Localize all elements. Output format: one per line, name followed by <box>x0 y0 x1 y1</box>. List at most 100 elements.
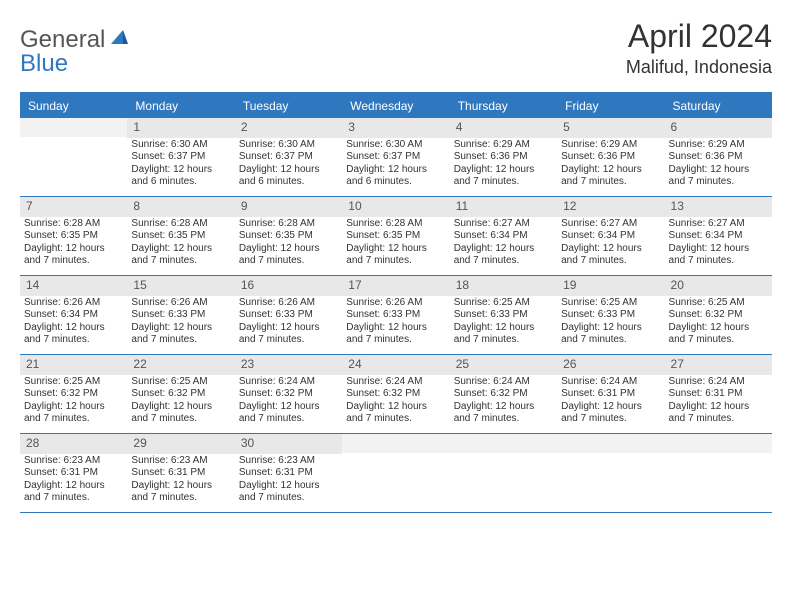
daylight-text: Daylight: 12 hours and 7 minutes. <box>131 243 230 268</box>
sunrise-text: Sunrise: 6:23 AM <box>131 455 230 468</box>
day-num-wrap: 4 <box>450 118 557 138</box>
day-cell <box>450 434 557 512</box>
day-details: Sunrise: 6:24 AMSunset: 6:32 PMDaylight:… <box>450 375 557 429</box>
sunset-text: Sunset: 6:35 PM <box>131 230 230 243</box>
day-number: 14 <box>26 278 39 292</box>
daylight-text: Daylight: 12 hours and 7 minutes. <box>24 243 123 268</box>
day-cell: 14 Sunrise: 6:26 AMSunset: 6:34 PMDayligh… <box>20 276 127 354</box>
daylight-text: Daylight: 12 hours and 7 minutes. <box>669 322 768 347</box>
day-details: Sunrise: 6:30 AMSunset: 6:37 PMDaylight:… <box>342 138 449 192</box>
day-details: Sunrise: 6:26 AMSunset: 6:33 PMDaylight:… <box>342 296 449 350</box>
sunset-text: Sunset: 6:36 PM <box>561 151 660 164</box>
day-number: 4 <box>456 120 463 134</box>
day-number: 22 <box>133 357 146 371</box>
day-number: 10 <box>348 199 361 213</box>
daylight-text: Daylight: 12 hours and 7 minutes. <box>131 322 230 347</box>
week-row: 21Sunrise: 6:25 AMSunset: 6:32 PMDayligh… <box>20 355 772 434</box>
day-num-wrap: 5 <box>557 118 664 138</box>
day-number: 23 <box>241 357 254 371</box>
day-cell: 13Sunrise: 6:27 AMSunset: 6:34 PMDayligh… <box>665 197 772 275</box>
sunrise-text: Sunrise: 6:26 AM <box>24 297 123 310</box>
sunset-text: Sunset: 6:33 PM <box>454 309 553 322</box>
sunset-text: Sunset: 6:37 PM <box>346 151 445 164</box>
dow-sunday: Sunday <box>20 94 127 118</box>
location: Malifud, Indonesia <box>626 57 772 78</box>
day-number: 15 <box>133 278 146 292</box>
day-details: Sunrise: 6:30 AMSunset: 6:37 PMDaylight:… <box>235 138 342 192</box>
daylight-text: Daylight: 12 hours and 7 minutes. <box>454 401 553 426</box>
day-details: Sunrise: 6:28 AMSunset: 6:35 PMDaylight:… <box>127 217 234 271</box>
day-num-wrap: 24 <box>342 355 449 375</box>
day-cell: 3Sunrise: 6:30 AMSunset: 6:37 PMDaylight… <box>342 118 449 196</box>
day-number: 13 <box>671 199 684 213</box>
day-num-wrap: 10 <box>342 197 449 217</box>
day-details: Sunrise: 6:28 AMSunset: 6:35 PMDaylight:… <box>20 217 127 271</box>
day-cell: 7Sunrise: 6:28 AMSunset: 6:35 PMDaylight… <box>20 197 127 275</box>
sunrise-text: Sunrise: 6:30 AM <box>346 139 445 152</box>
day-details: Sunrise: 6:25 AMSunset: 6:32 PMDaylight:… <box>127 375 234 429</box>
day-cell: 18Sunrise: 6:25 AMSunset: 6:33 PMDayligh… <box>450 276 557 354</box>
sunrise-text: Sunrise: 6:23 AM <box>24 455 123 468</box>
day-number: 17 <box>348 278 361 292</box>
dow-row: Sunday Monday Tuesday Wednesday Thursday… <box>20 94 772 118</box>
day-number: 2 <box>241 120 248 134</box>
day-cell <box>342 434 449 512</box>
calendar: Sunday Monday Tuesday Wednesday Thursday… <box>20 92 772 513</box>
title-block: April 2024 Malifud, Indonesia <box>626 18 772 78</box>
day-cell: 20Sunrise: 6:25 AMSunset: 6:32 PMDayligh… <box>665 276 772 354</box>
dow-saturday: Saturday <box>665 94 772 118</box>
sunset-text: Sunset: 6:36 PM <box>454 151 553 164</box>
sunrise-text: Sunrise: 6:24 AM <box>454 376 553 389</box>
day-number: 27 <box>671 357 684 371</box>
day-details: Sunrise: 6:26 AMSunset: 6:34 PMDaylight:… <box>20 296 127 350</box>
day-number: 19 <box>563 278 576 292</box>
day-num-wrap: 25 <box>450 355 557 375</box>
daylight-text: Daylight: 12 hours and 7 minutes. <box>669 243 768 268</box>
daylight-text: Daylight: 12 hours and 7 minutes. <box>454 243 553 268</box>
day-details: Sunrise: 6:24 AMSunset: 6:31 PMDaylight:… <box>665 375 772 429</box>
sunrise-text: Sunrise: 6:23 AM <box>239 455 338 468</box>
day-details: Sunrise: 6:24 AMSunset: 6:32 PMDaylight:… <box>342 375 449 429</box>
sunrise-text: Sunrise: 6:28 AM <box>131 218 230 231</box>
sunrise-text: Sunrise: 6:28 AM <box>346 218 445 231</box>
sunset-text: Sunset: 6:35 PM <box>346 230 445 243</box>
sunset-text: Sunset: 6:35 PM <box>239 230 338 243</box>
sunset-text: Sunset: 6:33 PM <box>561 309 660 322</box>
day-cell: 21Sunrise: 6:25 AMSunset: 6:32 PMDayligh… <box>20 355 127 433</box>
daylight-text: Daylight: 12 hours and 7 minutes. <box>346 243 445 268</box>
sunrise-text: Sunrise: 6:25 AM <box>454 297 553 310</box>
day-number: 11 <box>456 199 468 213</box>
daylight-text: Daylight: 12 hours and 7 minutes. <box>561 322 660 347</box>
daylight-text: Daylight: 12 hours and 6 minutes. <box>131 164 230 189</box>
day-cell: 22 Sunrise: 6:25 AMSunset: 6:32 PMDayligh… <box>127 355 234 433</box>
day-num-wrap: 23 <box>235 355 342 375</box>
day-cell: 2 Sunrise: 6:30 AMSunset: 6:37 PMDaylight… <box>235 118 342 196</box>
month-title: April 2024 <box>626 18 772 55</box>
day-cell: 28Sunrise: 6:23 AMSunset: 6:31 PMDayligh… <box>20 434 127 512</box>
sunrise-text: Sunrise: 6:24 AM <box>239 376 338 389</box>
sunset-text: Sunset: 6:37 PM <box>131 151 230 164</box>
day-num-wrap: 2 <box>235 118 342 138</box>
day-cell: 11Sunrise: 6:27 AMSunset: 6:34 PMDayligh… <box>450 197 557 275</box>
day-cell <box>20 118 127 196</box>
day-num-wrap: 26 <box>557 355 664 375</box>
daylight-text: Daylight: 12 hours and 7 minutes. <box>24 401 123 426</box>
sunset-text: Sunset: 6:32 PM <box>131 388 230 401</box>
week-row: 7Sunrise: 6:28 AMSunset: 6:35 PMDaylight… <box>20 197 772 276</box>
day-num-wrap: 17 <box>342 276 449 296</box>
day-cell: 26Sunrise: 6:24 AMSunset: 6:31 PMDayligh… <box>557 355 664 433</box>
day-number: 8 <box>133 199 140 213</box>
day-num-wrap: 21 <box>20 355 127 375</box>
sunset-text: Sunset: 6:32 PM <box>346 388 445 401</box>
daylight-text: Daylight: 12 hours and 6 minutes. <box>239 164 338 189</box>
day-num-wrap: 30 <box>235 434 342 454</box>
sunset-text: Sunset: 6:31 PM <box>561 388 660 401</box>
day-cell: 24Sunrise: 6:24 AMSunset: 6:32 PMDayligh… <box>342 355 449 433</box>
day-num-wrap: 9 <box>235 197 342 217</box>
sunset-text: Sunset: 6:37 PM <box>239 151 338 164</box>
day-number: 1 <box>133 120 140 134</box>
sunrise-text: Sunrise: 6:26 AM <box>346 297 445 310</box>
day-details: Sunrise: 6:29 AMSunset: 6:36 PMDaylight:… <box>557 138 664 192</box>
day-num-wrap: 27 <box>665 355 772 375</box>
day-details: Sunrise: 6:24 AMSunset: 6:31 PMDaylight:… <box>557 375 664 429</box>
